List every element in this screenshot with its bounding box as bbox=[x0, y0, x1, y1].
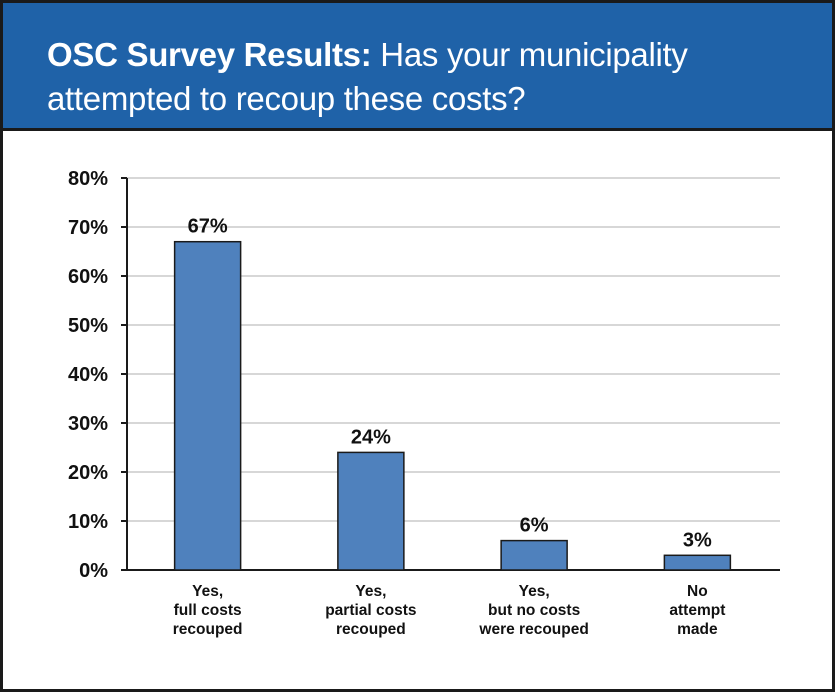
y-tick-label: 30% bbox=[68, 413, 108, 435]
y-tick-label: 80% bbox=[68, 168, 108, 190]
data-label: 3% bbox=[683, 529, 712, 551]
bar bbox=[500, 539, 568, 571]
x-category-label: made bbox=[677, 621, 718, 638]
bar bbox=[173, 240, 242, 571]
data-label: 24% bbox=[351, 426, 391, 448]
y-tick-label: 10% bbox=[68, 511, 108, 533]
y-tick-label: 40% bbox=[68, 364, 108, 386]
x-category-label: Yes, bbox=[519, 583, 550, 600]
x-category-label: recouped bbox=[173, 621, 243, 638]
bar-chart: 0% 10% 20% 30% 40% 50% 60% 70% 80% 67% Yes, full co… bbox=[68, 168, 780, 638]
x-category-label: No bbox=[687, 583, 708, 600]
x-category-label: partial costs bbox=[325, 602, 416, 619]
x-category-label: but no costs bbox=[488, 602, 580, 619]
chart-header: OSC Survey Results: Has your municipalit… bbox=[3, 3, 832, 128]
data-label: 67% bbox=[188, 216, 228, 238]
x-category-label: full costs bbox=[174, 602, 242, 619]
y-tick-label: 20% bbox=[68, 462, 108, 484]
y-tick-label: 60% bbox=[68, 266, 108, 288]
title-bold: OSC Survey Results: bbox=[47, 36, 372, 73]
x-category-label: attempt bbox=[669, 602, 725, 619]
bar bbox=[663, 554, 732, 571]
x-category-label: recouped bbox=[336, 621, 406, 638]
y-tick-label: 0% bbox=[79, 560, 108, 582]
x-category-label: were recouped bbox=[478, 621, 588, 638]
header-divider bbox=[3, 128, 832, 131]
data-label: 6% bbox=[520, 515, 549, 537]
x-category-label: Yes, bbox=[355, 583, 386, 600]
x-category-label: Yes, bbox=[192, 583, 223, 600]
y-tick-label: 70% bbox=[68, 217, 108, 239]
title-question: Has your municipality attempted to recou… bbox=[47, 36, 688, 117]
bar bbox=[337, 451, 405, 571]
y-tick-label: 50% bbox=[68, 315, 108, 337]
